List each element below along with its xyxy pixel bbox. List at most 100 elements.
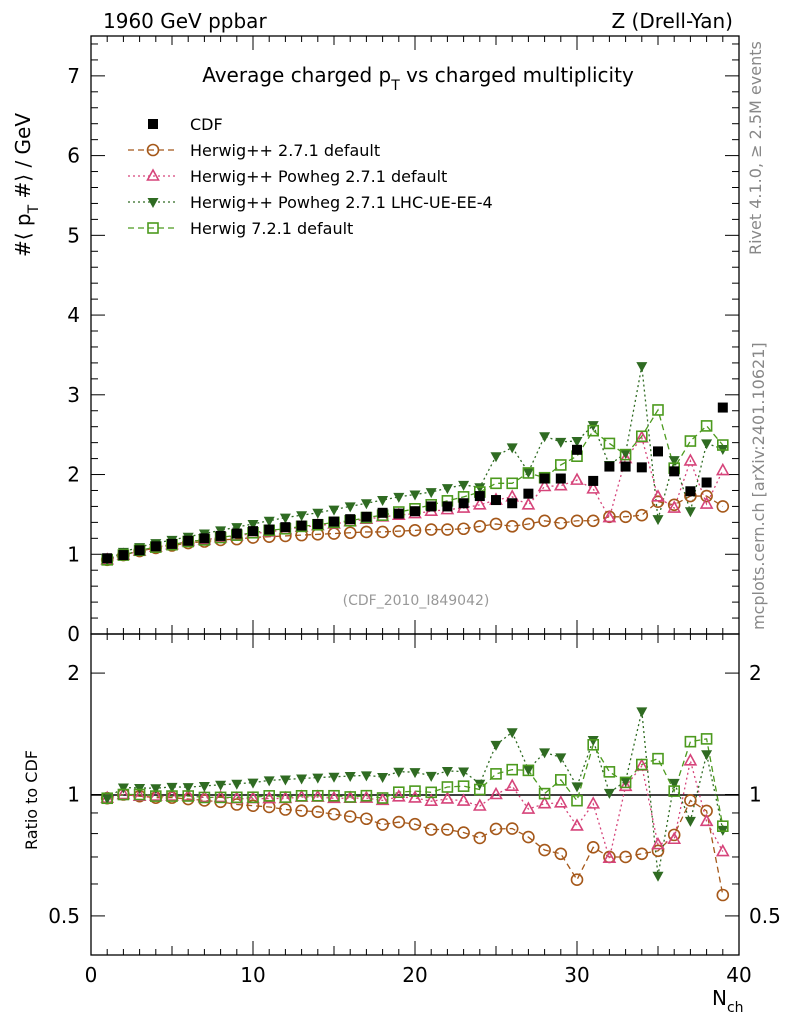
ratio-point-h271p bbox=[505, 778, 520, 791]
ratio-point-h271 bbox=[651, 844, 665, 858]
point-h271p bbox=[667, 500, 682, 513]
side-text-mcplots: mcplots.cern.ch [arXiv:2401.10621] bbox=[749, 342, 768, 630]
ratio-point-h721 bbox=[700, 733, 713, 745]
ratio-point-h721 bbox=[473, 783, 486, 796]
ratio-point-h271pl bbox=[166, 782, 178, 793]
ratio-point-h271p bbox=[537, 796, 552, 809]
ratio-point-h271 bbox=[716, 888, 730, 902]
point-h721 bbox=[652, 404, 664, 416]
point-h271 bbox=[619, 510, 632, 524]
point-h721 bbox=[506, 477, 519, 490]
point-h271pl bbox=[296, 511, 308, 522]
legend-label-cdf: CDF bbox=[190, 115, 223, 134]
point-h721 bbox=[522, 467, 535, 479]
ratio-tick-label-right: 0.5 bbox=[749, 904, 781, 928]
ratio-point-h271pl bbox=[328, 772, 340, 783]
ratio-line-h271 bbox=[107, 793, 724, 896]
point-cdf bbox=[474, 491, 485, 502]
ratio-point-h271pl bbox=[215, 780, 227, 791]
ratio-point-h271p bbox=[375, 792, 390, 806]
plot-title-main: Average charged p bbox=[202, 63, 391, 87]
ratio-point-h271pl bbox=[652, 871, 664, 882]
ratio-line-h271pl bbox=[106, 711, 724, 876]
ratio-series-marks bbox=[100, 707, 730, 902]
ratio-point-h271p bbox=[489, 786, 503, 800]
point-h271pl bbox=[474, 483, 486, 494]
ratio-point-h271pl bbox=[231, 779, 243, 790]
ratio-point-h271pl bbox=[182, 783, 194, 794]
ratio-point-h721 bbox=[668, 785, 681, 797]
point-cdf bbox=[717, 402, 728, 413]
point-cdf bbox=[636, 462, 647, 473]
point-cdf bbox=[361, 511, 372, 522]
ratio-point-h271pl bbox=[344, 772, 356, 783]
point-h271 bbox=[716, 500, 730, 513]
ratio-point-h271p bbox=[408, 790, 422, 803]
point-cdf bbox=[199, 533, 210, 544]
ratio-point-h271pl bbox=[101, 794, 113, 805]
point-h271pl bbox=[458, 480, 470, 491]
ratio-point-h271p bbox=[213, 789, 228, 803]
ratio-point-h271pl bbox=[701, 750, 713, 761]
ratio-point-h721 bbox=[247, 791, 259, 804]
point-h721 bbox=[635, 430, 648, 443]
point-cdf bbox=[393, 508, 404, 519]
ratio-line-h271p bbox=[107, 760, 724, 861]
point-h271pl bbox=[393, 492, 405, 503]
point-cdf bbox=[539, 473, 550, 484]
ratio-point-h271pl bbox=[360, 771, 372, 782]
point-cdf bbox=[410, 506, 420, 517]
point-h271pl bbox=[360, 499, 372, 510]
ratio-point-h721 bbox=[150, 790, 162, 802]
ratio-point-h721 bbox=[311, 789, 324, 802]
ratio-point-h721 bbox=[425, 786, 438, 799]
ratio-point-h271p bbox=[440, 791, 455, 804]
ratio-point-h721 bbox=[490, 768, 502, 780]
ratio-point-h271 bbox=[586, 841, 600, 854]
ratio-point-h721 bbox=[231, 791, 243, 804]
point-h271 bbox=[343, 526, 357, 540]
ratio-point-h271 bbox=[554, 847, 568, 861]
point-h271pl bbox=[620, 449, 632, 460]
point-cdf bbox=[312, 518, 323, 529]
ratio-point-h271pl bbox=[441, 766, 453, 777]
ratio-point-h271 bbox=[667, 828, 681, 842]
point-cdf bbox=[167, 538, 177, 549]
point-h271pl bbox=[571, 437, 583, 448]
axis-ticks: 0 10 20 30 40 0 1 2 3 4 5 6 7 0.5 0.5 1 1 2 2 bbox=[48, 36, 781, 987]
ratio-point-h271p bbox=[618, 778, 633, 792]
point-cdf bbox=[264, 524, 275, 535]
ratio-point-h271p bbox=[553, 795, 568, 808]
point-h271p bbox=[472, 497, 487, 510]
x-tick-label: 40 bbox=[726, 963, 751, 987]
point-cdf bbox=[329, 516, 339, 527]
ratio-point-h271pl bbox=[117, 783, 129, 794]
ratio-point-h721 bbox=[101, 792, 113, 805]
point-cdf bbox=[685, 486, 696, 497]
ratio-point-h271p bbox=[683, 753, 698, 766]
ratio-point-h721 bbox=[522, 764, 535, 777]
point-h721 bbox=[619, 448, 632, 461]
point-cdf bbox=[215, 530, 226, 541]
ratio-point-h271p bbox=[570, 818, 584, 831]
y-tick-label: 1 bbox=[67, 542, 80, 566]
ratio-point-h271pl bbox=[668, 778, 680, 789]
point-h271p bbox=[553, 478, 568, 491]
ratio-point-h271pl bbox=[603, 788, 615, 799]
ratio-point-h721 bbox=[684, 735, 697, 748]
point-cdf bbox=[134, 545, 145, 556]
point-h271pl bbox=[441, 484, 453, 495]
plot-title: Average charged pT vs charged multiplici… bbox=[202, 63, 634, 94]
ratio-point-h721 bbox=[652, 752, 664, 765]
ratio-point-h721 bbox=[182, 790, 194, 802]
ratio-point-h271p bbox=[602, 850, 617, 863]
legend-label-h721: Herwig 7.2.1 default bbox=[190, 219, 353, 238]
legend-label-h271p: Herwig++ Powheg 2.7.1 default bbox=[190, 167, 447, 186]
ratio-point-h271 bbox=[230, 798, 244, 811]
side-text-rivet: Rivet 4.1.0, ≥ 2.5M events bbox=[746, 41, 765, 255]
point-h271 bbox=[473, 520, 487, 533]
ratio-point-h271 bbox=[392, 815, 406, 829]
ratio-point-h721 bbox=[635, 758, 648, 771]
y-axis-label-ratio: Ratio to CDF bbox=[22, 750, 41, 850]
ratio-point-h721 bbox=[295, 789, 308, 802]
